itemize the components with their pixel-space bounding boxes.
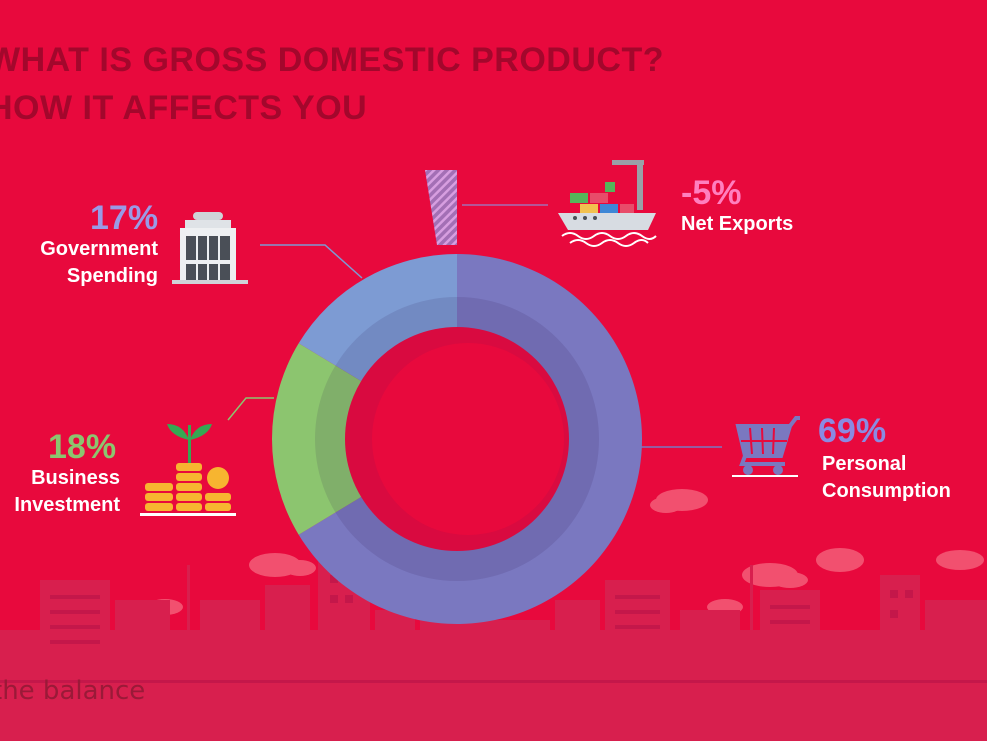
title-line-2: HOW IT AFFECTS YOU [0,89,368,127]
government-building-icon [172,212,248,284]
title-line-1: WHAT IS GROSS DOMESTIC PRODUCT? [0,41,664,79]
connector-business [227,397,274,421]
donut-hole-inner [372,343,564,535]
cargo-ship-icon [558,160,657,247]
page-title: WHAT IS GROSS DOMESTIC PRODUCT? HOW IT A… [0,36,664,132]
personal-consumption-value: 69% [818,412,887,450]
net-exports-value: -5% [681,174,742,212]
net-exports-label: Net Exports [681,213,794,235]
coin-stacks-plant-icon [140,424,236,516]
business-investment-value: 18% [48,428,117,466]
government-spending-label: Government Spending [40,238,158,287]
brand-logo: the balance [0,676,146,706]
personal-consumption-label: Personal Consumption [822,453,951,502]
government-spending-value: 17% [90,199,159,237]
connector-government [260,244,363,279]
connector-lines [227,204,722,448]
shopping-cart-icon [732,416,800,477]
business-investment-label: Business Investment [14,467,120,516]
net-exports-bar [425,170,457,245]
